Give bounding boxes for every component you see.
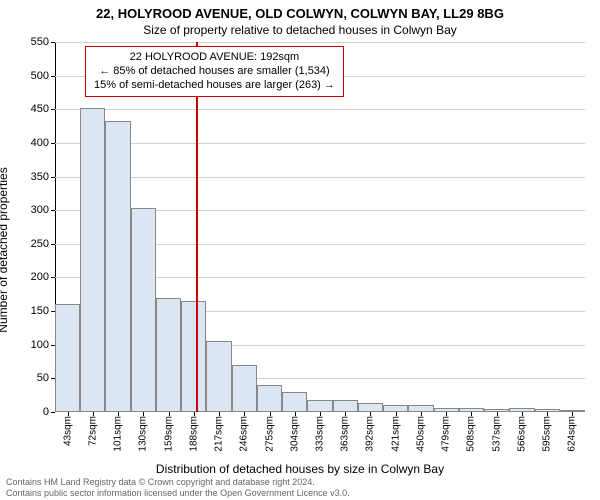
x-tick-label: 304sqm (289, 416, 300, 452)
y-tick-label: 150 (31, 305, 49, 317)
y-tick-label: 350 (31, 171, 49, 183)
histogram-bar (383, 405, 408, 412)
x-tick-label: 624sqm (567, 416, 578, 452)
y-tick-label: 500 (31, 70, 49, 82)
y-tick-mark (51, 277, 55, 278)
x-tick-label: 537sqm (491, 416, 502, 452)
y-tick-label: 250 (31, 238, 49, 250)
histogram-bar (232, 365, 257, 412)
y-axis-label: Number of detached properties (0, 167, 10, 332)
y-tick-label: 550 (31, 36, 49, 48)
y-tick-mark (51, 143, 55, 144)
x-tick-label: 130sqm (138, 416, 149, 452)
y-tick-label: 50 (37, 372, 49, 384)
histogram-bar (80, 108, 105, 412)
x-tick-label: 392sqm (365, 416, 376, 452)
x-tick-label: 43sqm (62, 416, 73, 446)
histogram-bar (307, 400, 332, 412)
y-tick-label: 200 (31, 271, 49, 283)
y-tick-label: 400 (31, 137, 49, 149)
reference-line (196, 42, 198, 412)
x-tick-label: 188sqm (188, 416, 199, 452)
x-tick-label: 72sqm (87, 416, 98, 446)
y-tick-mark (51, 109, 55, 110)
histogram-bar (131, 208, 156, 412)
grid-line (55, 177, 585, 178)
x-tick-label: 159sqm (163, 416, 174, 452)
x-tick-label: 479sqm (441, 416, 452, 452)
histogram-bar (55, 304, 80, 412)
y-tick-label: 300 (31, 204, 49, 216)
y-tick-mark (51, 76, 55, 77)
y-tick-label: 0 (43, 406, 49, 418)
x-tick-label: 217sqm (214, 416, 225, 452)
grid-line (55, 109, 585, 110)
x-tick-label: 508sqm (466, 416, 477, 452)
x-tick-label: 363sqm (340, 416, 351, 452)
x-tick-label: 246sqm (239, 416, 250, 452)
histogram-bar (105, 121, 130, 412)
x-tick-label: 450sqm (415, 416, 426, 452)
x-tick-label: 421sqm (390, 416, 401, 452)
histogram-bar (408, 405, 433, 412)
grid-line (55, 42, 585, 43)
y-tick-label: 100 (31, 339, 49, 351)
x-tick-label: 101sqm (113, 416, 124, 452)
histogram-bar (358, 403, 383, 412)
x-tick-label: 595sqm (542, 416, 553, 452)
reference-annotation-line: 15% of semi-detached houses are larger (… (94, 79, 335, 93)
chart-subtitle: Size of property relative to detached ho… (0, 21, 600, 37)
chart-container: 22, HOLYROOD AVENUE, OLD COLWYN, COLWYN … (0, 0, 600, 500)
footer-text: Contains HM Land Registry data © Crown c… (6, 477, 350, 498)
x-axis-label: Distribution of detached houses by size … (156, 462, 444, 476)
y-tick-mark (51, 412, 55, 413)
reference-annotation-line: 22 HOLYROOD AVENUE: 192sqm (94, 51, 335, 65)
histogram-bar (257, 385, 282, 412)
histogram-bar (333, 400, 358, 412)
y-tick-mark (51, 210, 55, 211)
y-tick-mark (51, 177, 55, 178)
grid-line (55, 143, 585, 144)
y-tick-mark (51, 42, 55, 43)
footer-line-2: Contains public sector information licen… (6, 488, 350, 498)
histogram-bar (181, 301, 206, 412)
reference-annotation-box: 22 HOLYROOD AVENUE: 192sqm← 85% of detac… (85, 46, 344, 97)
y-tick-mark (51, 244, 55, 245)
chart-title: 22, HOLYROOD AVENUE, OLD COLWYN, COLWYN … (0, 0, 600, 21)
x-tick-label: 566sqm (516, 416, 527, 452)
footer-line-1: Contains HM Land Registry data © Crown c… (6, 477, 350, 487)
x-tick-label: 333sqm (315, 416, 326, 452)
histogram-bar (156, 298, 181, 412)
reference-annotation-line: ← 85% of detached houses are smaller (1,… (94, 65, 335, 79)
y-tick-label: 450 (31, 103, 49, 115)
histogram-bar (282, 392, 307, 412)
plot-area: 05010015020025030035040045050055043sqm72… (55, 42, 585, 412)
x-tick-label: 275sqm (264, 416, 275, 452)
histogram-bar (206, 341, 231, 412)
